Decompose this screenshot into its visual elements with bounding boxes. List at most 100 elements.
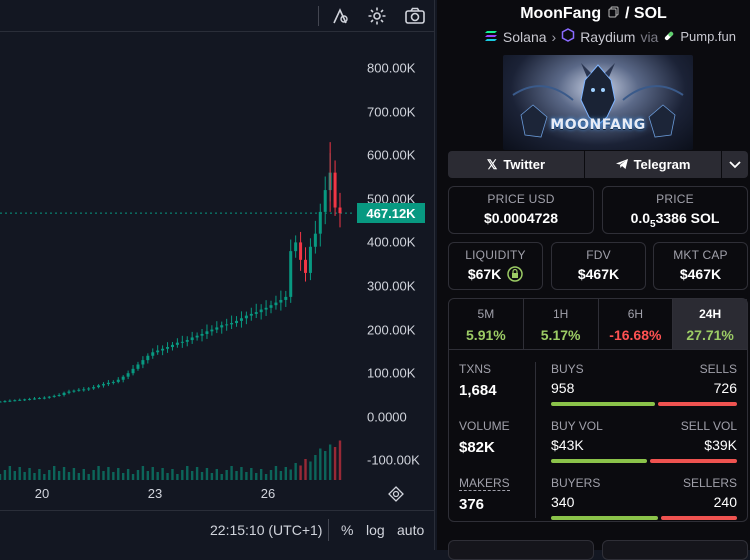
- volume-bar: [328, 444, 332, 480]
- candle-body: [249, 313, 253, 316]
- volume-bar: [77, 473, 81, 480]
- log-toggle[interactable]: log: [366, 522, 385, 538]
- volume-bar: [319, 448, 322, 480]
- tab-24h[interactable]: 24H 27.71%: [673, 299, 747, 349]
- tab-5m-change: 5.91%: [466, 327, 506, 343]
- volume-bar: [210, 473, 214, 480]
- time-axis[interactable]: 20 23 26: [0, 480, 435, 510]
- clock-display[interactable]: 22:15:10 (UTC+1): [210, 522, 323, 538]
- tab-1h[interactable]: 1H 5.17%: [524, 299, 599, 349]
- mkt-cap-label: MKT CAP: [673, 248, 728, 262]
- volume-bar: [235, 471, 238, 480]
- price-axis[interactable]: 800.00K 700.00K 600.00K 500.00K 400.00K 300.0…: [355, 33, 435, 480]
- settings-gear-icon[interactable]: [365, 4, 389, 28]
- candle-body: [101, 384, 105, 386]
- volume-bar: [294, 463, 297, 480]
- chevron-down-icon: [729, 157, 741, 172]
- candle-body: [244, 315, 248, 319]
- token-banner-image: MOONFANG: [503, 55, 693, 150]
- txns-label: TXNS: [459, 362, 492, 376]
- chart-toolbar: [0, 0, 435, 32]
- price-tick: 400.00K: [367, 234, 416, 250]
- volume-bar: [299, 465, 302, 480]
- price-tick: 200.00K: [367, 322, 416, 338]
- more-links-button[interactable]: [722, 151, 748, 178]
- sell-vol-value: $39K: [704, 437, 737, 453]
- chevron-right-icon: ›: [551, 28, 557, 45]
- candle-body: [57, 395, 61, 396]
- volume-bar: [28, 468, 31, 480]
- volume-bar: [190, 471, 194, 480]
- volume-bar: [338, 440, 342, 480]
- tab-6h-label: 6H: [627, 307, 644, 321]
- tab-1h-change: 5.17%: [540, 327, 581, 343]
- twitter-button[interactable]: 𝕏 Twitter: [448, 151, 584, 178]
- candle-body: [338, 207, 342, 214]
- makers-stat: MAKERS 376: [459, 476, 539, 513]
- price-usd-label: PRICE USD: [487, 192, 555, 206]
- volume-bar: [136, 470, 140, 480]
- time-tick: 20: [34, 486, 50, 501]
- candle-body: [323, 190, 327, 212]
- fdv-value: $467K: [577, 266, 620, 282]
- volume-bar: [215, 469, 219, 480]
- candle-body: [264, 307, 268, 310]
- price-tick: 0.0000: [367, 409, 407, 425]
- candle-body: [284, 296, 288, 300]
- volume-bar: [18, 467, 21, 480]
- volume-bar: [151, 467, 154, 480]
- go-to-date-icon[interactable]: [388, 486, 404, 507]
- tab-6h[interactable]: 6H -16.68%: [599, 299, 674, 349]
- candle-body: [205, 331, 209, 334]
- stats-divider: [535, 362, 536, 518]
- candle-body: [220, 325, 224, 328]
- makers-label[interactable]: MAKERS: [459, 476, 510, 491]
- indicator-icon[interactable]: [328, 4, 352, 28]
- volume-bar: [48, 470, 51, 480]
- locked-icon[interactable]: [507, 266, 523, 285]
- liquidity-label: LIQUIDITY: [465, 248, 526, 262]
- volume-bar: [264, 474, 268, 480]
- chain-link[interactable]: Solana: [502, 28, 547, 45]
- candlestick-plot[interactable]: [0, 33, 355, 480]
- auto-toggle[interactable]: auto: [397, 522, 425, 538]
- volume-bar: [23, 472, 26, 480]
- candle-body: [269, 305, 273, 308]
- candle-body: [151, 352, 155, 356]
- volume-bar: [166, 473, 169, 480]
- buyers-value: 340: [551, 494, 575, 510]
- camera-screenshot-icon[interactable]: [403, 4, 427, 28]
- candle-body: [97, 385, 101, 388]
- token-name: MoonFang: [520, 5, 602, 23]
- volume-bar: [309, 461, 312, 480]
- candle-body: [259, 309, 263, 313]
- volume-bar: [107, 467, 110, 480]
- launchpad-link[interactable]: Pump.fun: [680, 29, 736, 44]
- candle-body: [23, 399, 27, 401]
- copy-icon[interactable]: [608, 5, 619, 23]
- sell-vol-label: SELL VOL: [680, 419, 737, 433]
- tab-5m[interactable]: 5M 5.91%: [449, 299, 524, 349]
- volume-value: $82K: [459, 439, 495, 456]
- candle-body: [190, 337, 194, 341]
- candle-body: [254, 312, 258, 314]
- volume-bar: [62, 467, 66, 480]
- candle-body: [239, 318, 243, 321]
- candle-body: [47, 396, 51, 398]
- volume-bar: [156, 472, 159, 480]
- candle-body: [67, 391, 71, 393]
- telegram-button[interactable]: Telegram: [585, 151, 721, 178]
- candle-body: [185, 340, 189, 342]
- makers-value: 376: [459, 496, 485, 513]
- volume-bar: [3, 470, 7, 480]
- candle-body: [230, 323, 234, 325]
- pair-title: MoonFang / SOL: [437, 5, 750, 23]
- volume-bar: [279, 471, 283, 480]
- solana-icon: [484, 29, 498, 45]
- percent-toggle[interactable]: %: [341, 522, 354, 538]
- dex-link[interactable]: Raydium: [580, 28, 636, 45]
- volume-bar: [121, 473, 125, 480]
- volume-bar: [255, 473, 258, 480]
- volume-bar: [220, 474, 223, 480]
- txns-value: 1,684: [459, 382, 497, 399]
